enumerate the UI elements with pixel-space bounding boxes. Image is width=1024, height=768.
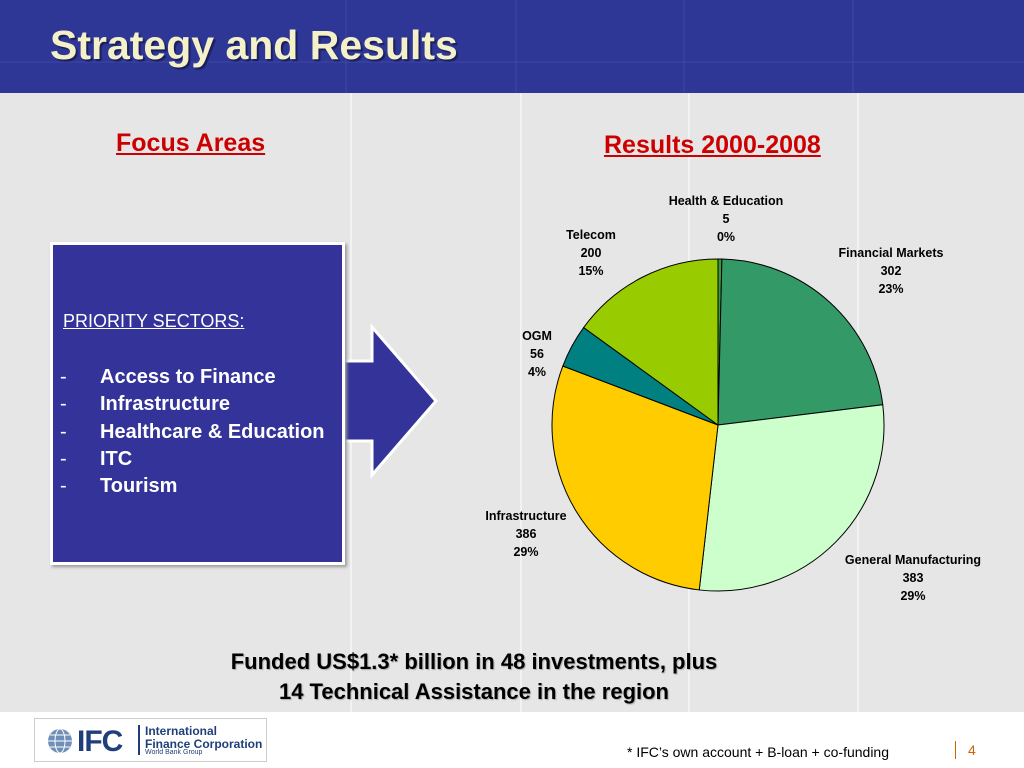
pie-slice-label: Telecom 200 15% (566, 226, 616, 280)
pie-slice-value: 5 (722, 212, 730, 226)
pie-slice-name: General Manufacturing (844, 553, 982, 567)
header-bar (0, 0, 1024, 93)
bullet-dash: - (60, 393, 67, 416)
logo-divider (138, 725, 140, 755)
pie-slice-percent: 4% (527, 365, 547, 379)
footer-divider (955, 741, 956, 759)
focus-areas-heading: Focus Areas (116, 129, 266, 157)
pie-slice-label: Infrastructure 386 29% (485, 507, 566, 561)
pie-slice-percent: 15% (578, 264, 604, 278)
priority-item: - Infrastructure (60, 391, 325, 418)
page-number: 4 (968, 742, 976, 758)
pie-slice-value: 386 (515, 527, 537, 541)
priority-item: - Healthcare & Education (60, 419, 325, 446)
pie-slice (717, 258, 884, 426)
priority-item-label: Healthcare & Education (100, 420, 325, 443)
right-arrow-icon (342, 322, 438, 480)
priority-item: - Tourism (60, 473, 325, 500)
pie-slice-name: Telecom (566, 228, 616, 242)
pie-slice-percent: 23% (878, 282, 904, 296)
ifc-logo: IFC International Finance Corporation Wo… (34, 718, 267, 762)
funding-summary-line-2: 14 Technical Assistance in the region (278, 679, 670, 704)
priority-sectors-box (50, 242, 345, 565)
pie-slice-percent: 29% (900, 589, 926, 603)
funding-summary: Funded US$1.3* billion in 48 investments… (231, 647, 718, 707)
pie-slice-label: Health & Education 5 0% (669, 192, 784, 246)
pie-slice-value: 200 (580, 246, 602, 260)
pie-slice-label: General Manufacturing 383 29% (845, 551, 981, 605)
pie-slice (698, 404, 885, 592)
pie-slice (551, 365, 719, 591)
pie-slice-value: 302 (880, 264, 902, 278)
bullet-dash: - (60, 366, 67, 388)
priority-item-label: Access to Finance (100, 366, 276, 388)
header-grid-pattern (0, 0, 1024, 93)
priority-item: - Access to Finance (60, 364, 325, 391)
logo-name-line-1: International (145, 724, 218, 738)
ifc-logo-name: International Finance Corporation (145, 725, 262, 751)
pie-slice (582, 258, 719, 426)
pie-slice-percent: 29% (513, 545, 539, 559)
bullet-dash: - (60, 420, 67, 443)
page-title: Strategy and Results (50, 22, 458, 68)
priority-item-label: Infrastructure (100, 393, 231, 416)
priority-item: - ITC (60, 446, 325, 473)
pie-slice-name: Financial Markets (838, 246, 944, 260)
logo-group-text: World Bank Group (145, 749, 203, 756)
pie-slice-name: Infrastructure (485, 509, 567, 523)
pie-slice-value: 56 (530, 347, 544, 361)
pie-slice-name: Health & Education (668, 194, 784, 208)
pie-slice-label: Financial Markets 302 23% (839, 244, 944, 298)
ifc-logo-mark: IFC (77, 725, 123, 758)
globe-icon (48, 728, 72, 754)
priority-item-label: ITC (100, 447, 133, 470)
priority-sectors-list: - Access to Finance - Infrastructure - Heal… (60, 364, 325, 500)
pie-slice-percent: 0% (716, 230, 736, 244)
bullet-dash: - (60, 475, 67, 498)
priority-item-label: Tourism (100, 475, 178, 498)
pie-slice-value: 383 (902, 571, 924, 585)
results-heading: Results 2000-2008 (604, 131, 821, 159)
priority-sectors-title: PRIORITY SECTORS: (63, 311, 245, 331)
footnote: * IFC’s own account + B-loan + co-fundin… (627, 744, 890, 760)
logo-name-line-2: Finance Corporation (145, 737, 263, 751)
bullet-dash: - (60, 447, 67, 470)
pie-slice-name: OGM (522, 329, 552, 343)
pie-slice-label: OGM 56 4% (522, 327, 552, 381)
funding-summary-line-1: Funded US$1.3* billion in 48 investments… (230, 649, 718, 674)
